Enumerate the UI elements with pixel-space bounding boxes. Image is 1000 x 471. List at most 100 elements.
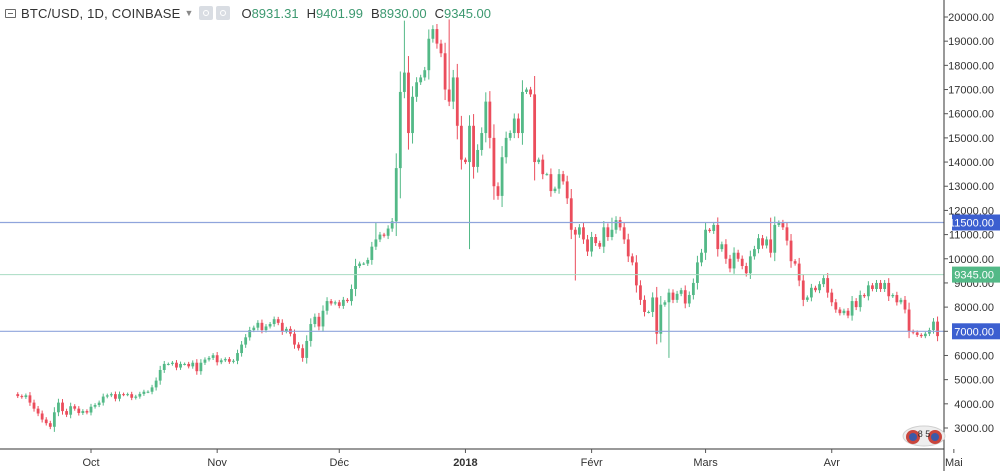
candle-body: [105, 395, 109, 397]
candle-body: [805, 297, 809, 300]
time-axis[interactable]: Oct Nov Déc 2018 Févr Mars Avr Mai: [0, 448, 963, 469]
candle-body: [850, 301, 854, 316]
candle-body: [464, 159, 467, 163]
candle-body: [683, 290, 687, 304]
candle-body: [321, 310, 325, 327]
candle-body: [748, 256, 752, 274]
candle-body: [443, 53, 447, 90]
candle-body: [162, 363, 166, 370]
candle-body: [671, 292, 675, 300]
collapse-icon[interactable]: [5, 8, 16, 18]
candle-body: [708, 229, 712, 231]
candle-body: [716, 224, 720, 250]
candle-body: [809, 287, 813, 298]
candle-body: [492, 137, 496, 187]
price-tick-label: 6000.00: [954, 350, 994, 362]
candle-body: [663, 302, 667, 305]
candle-body: [630, 256, 634, 263]
price-tick-label: 13000.00: [948, 181, 994, 193]
candle-body: [223, 359, 227, 361]
price-tick-label: 11000.00: [949, 230, 994, 242]
chevron-down-icon[interactable]: ▼: [184, 8, 194, 18]
candle-body: [488, 101, 492, 138]
candle-body: [610, 229, 614, 238]
last-price-tag: [952, 266, 1000, 283]
candle-body: [496, 186, 500, 196]
price-tick-label: 18000.00: [948, 60, 994, 72]
candle-body: [126, 394, 130, 396]
candle-body: [415, 82, 418, 97]
candle-body: [134, 396, 138, 398]
price-tick-label: 17000.00: [948, 85, 994, 97]
tradingview-logo[interactable]: 8 5: [902, 425, 946, 447]
candle-body: [936, 321, 939, 337]
candle-body: [24, 395, 28, 398]
candle-body: [744, 266, 748, 274]
candle-body: [626, 239, 630, 257]
price-axis[interactable]: 3000.00 4000.00 5000.00 6000.00 7000.00 8000.…: [943, 0, 1000, 471]
candle-body: [854, 301, 858, 308]
candle-body: [838, 309, 842, 314]
candle-body: [508, 133, 512, 138]
candle-body: [61, 402, 64, 412]
price-tick-label: 8000.00: [954, 302, 994, 314]
candle-body: [390, 221, 394, 229]
visibility-icon[interactable]: [199, 6, 214, 20]
candle-body: [325, 301, 329, 311]
candle-body: [879, 282, 882, 289]
candle-body: [476, 149, 480, 167]
candle-body: [696, 262, 699, 283]
candle-body: [781, 222, 785, 228]
candle-body: [191, 362, 195, 367]
symbol-label[interactable]: BTC/USD, 1D, COINBASE: [21, 5, 181, 21]
level-price-tag-label: 7000.00: [954, 326, 994, 338]
candle-body: [516, 118, 520, 134]
candle-body: [427, 38, 431, 71]
candle-body: [923, 333, 927, 337]
candle-body: [211, 355, 215, 358]
candle-body: [834, 302, 838, 310]
candle-body: [297, 344, 300, 349]
candle-body: [439, 43, 443, 54]
candle-body: [757, 238, 760, 250]
candle-body: [533, 94, 537, 163]
candle-body: [382, 234, 386, 236]
price-tick-label: 12000.00: [948, 205, 994, 217]
candle-body: [801, 280, 805, 300]
candle-body: [468, 125, 471, 163]
candle-body: [244, 337, 248, 345]
candle-body: [484, 101, 488, 134]
level-price-tag: [952, 323, 1000, 340]
candle-body: [451, 77, 455, 102]
candle-body: [183, 363, 187, 365]
candle-body: [293, 333, 296, 345]
candle-body: [797, 263, 801, 281]
candle-body: [77, 408, 81, 414]
candle-body: [537, 159, 541, 163]
candle-body: [130, 394, 134, 398]
time-tick-label: Mars: [693, 457, 718, 469]
candle-body: [928, 330, 931, 334]
price-tick-label: 15000.00: [948, 133, 994, 145]
settings-icon[interactable]: [216, 6, 231, 20]
candle-body: [16, 394, 20, 397]
candle-body: [907, 309, 911, 332]
candle-body: [232, 360, 235, 362]
candle-body: [553, 188, 557, 192]
candle-body: [541, 159, 545, 175]
candle-body: [521, 91, 524, 134]
candle-body: [28, 395, 32, 403]
price-tick-label: 4000.00: [954, 399, 994, 411]
candle-body: [109, 394, 113, 396]
candle-body: [175, 362, 178, 368]
candle-body: [81, 411, 85, 414]
candle-body: [761, 238, 764, 246]
candle-body: [256, 322, 260, 328]
time-tick-label: Avr: [824, 457, 841, 469]
candle-body: [402, 72, 406, 92]
candle-body: [769, 239, 773, 253]
candle-body: [724, 244, 728, 259]
candle-body: [69, 406, 73, 415]
candle-body: [667, 292, 671, 303]
